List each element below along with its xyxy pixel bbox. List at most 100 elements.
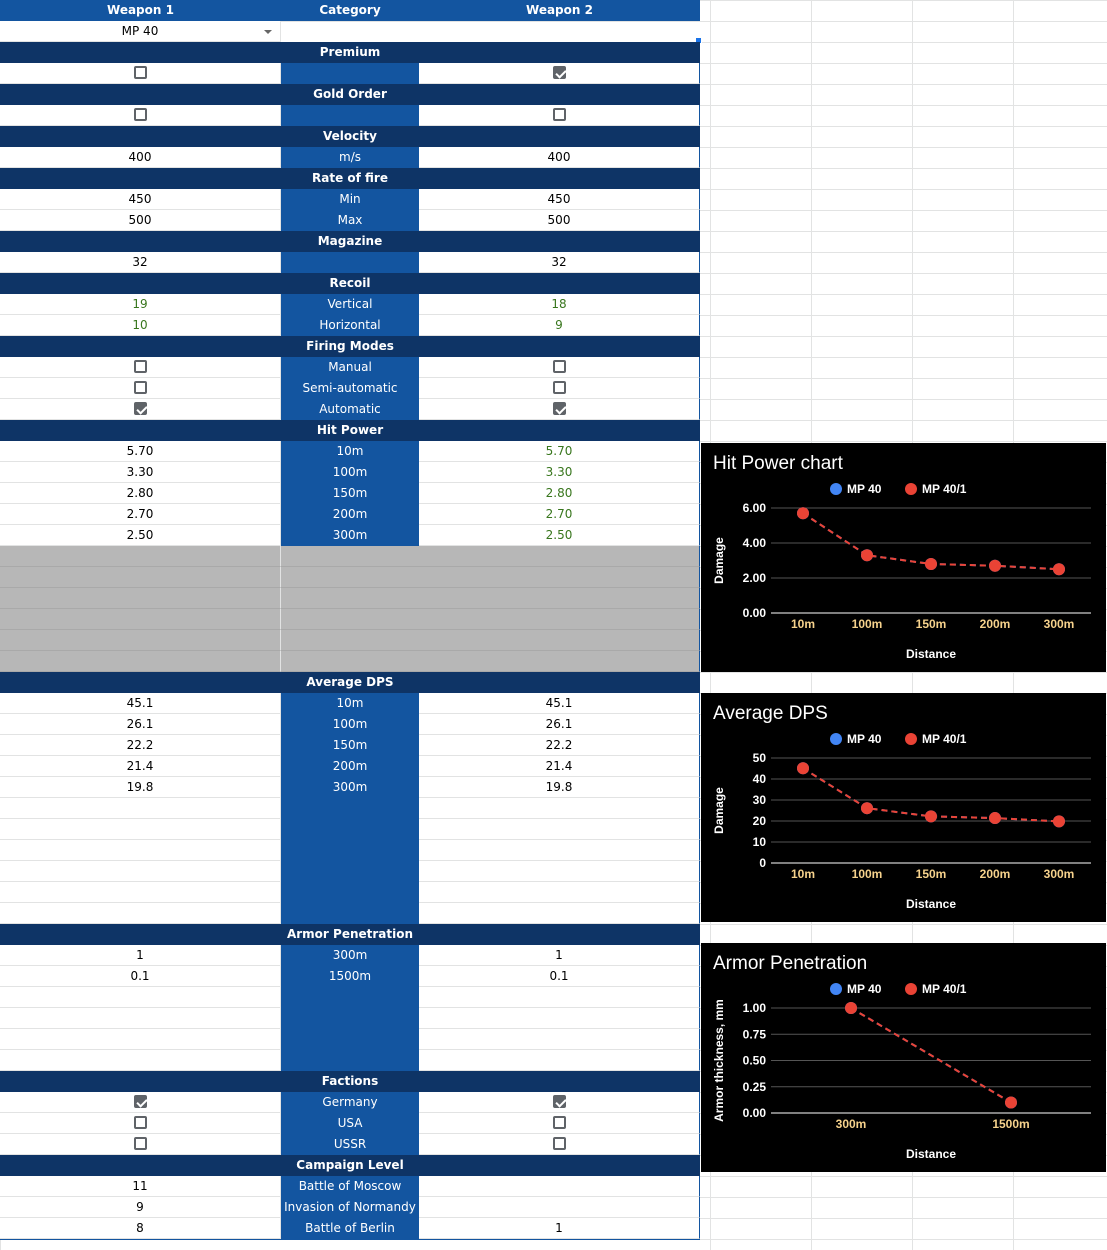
x-tick-label: 100m xyxy=(852,867,883,881)
category-label-cell: Invasion of Normandy xyxy=(281,1197,419,1218)
weapon2-cell: 3.30 xyxy=(419,462,700,483)
section-header: Recoil xyxy=(0,273,700,294)
weapon2-cell: 0.1 xyxy=(419,966,700,987)
category-label-cell: USSR xyxy=(281,1134,419,1155)
y-tick-label: 0.50 xyxy=(743,1054,767,1068)
category-label-cell xyxy=(281,63,419,84)
weapon2-checkbox[interactable] xyxy=(552,1137,566,1150)
sheet-row: Recoil xyxy=(0,273,700,294)
category-label-cell xyxy=(281,651,419,672)
weapon1-cell: 26.1 xyxy=(0,714,281,735)
sheet-row: 2.70 200m 2.70 xyxy=(0,504,700,525)
sheet-row: 450 Min 450 xyxy=(0,189,700,210)
sheet-row: Velocity xyxy=(0,126,700,147)
legend-marker xyxy=(830,733,842,745)
data-point xyxy=(861,802,873,815)
weapon1-checkbox[interactable] xyxy=(133,381,147,394)
legend-marker xyxy=(905,983,917,995)
y-axis-label: Armor thickness, mm xyxy=(712,999,726,1122)
x-tick-label: 300m xyxy=(1044,617,1075,631)
weapon2-cell: 32 xyxy=(419,252,700,273)
weapon2-cell: 5.70 xyxy=(419,441,700,462)
chevron-down-icon[interactable] xyxy=(264,30,272,34)
y-tick-label: 0.00 xyxy=(743,1106,767,1120)
weapon2-cell: 400 xyxy=(419,147,700,168)
y-tick-label: 0.75 xyxy=(743,1027,767,1041)
weapon2-cell: 450 xyxy=(419,189,700,210)
sheet-row: 26.1 100m 26.1 xyxy=(0,714,700,735)
legend-marker xyxy=(905,733,917,745)
sheet-row: 9 Invasion of Normandy xyxy=(0,1197,700,1218)
weapon2-checkbox[interactable] xyxy=(552,381,566,394)
weapon2-cell xyxy=(419,378,700,399)
category-label-cell: Min xyxy=(281,189,419,210)
weapon1-checkbox[interactable] xyxy=(133,1095,147,1108)
weapon1-cell xyxy=(0,1134,281,1155)
sheet-row: Semi-automatic xyxy=(0,378,700,399)
weapon2-checkbox[interactable] xyxy=(552,108,566,121)
weapon1-checkbox[interactable] xyxy=(133,1116,147,1129)
weapon1-checkbox[interactable] xyxy=(133,402,147,415)
category-label-cell: 300m xyxy=(281,525,419,546)
y-tick-label: 0.25 xyxy=(743,1080,767,1094)
sheet-row xyxy=(0,630,700,651)
x-tick-label: 300m xyxy=(836,1117,867,1131)
weapon1-dropdown[interactable]: MP 40 xyxy=(0,21,281,42)
x-tick-label: 300m xyxy=(1044,867,1075,881)
weapon1-cell xyxy=(0,882,281,903)
weapon2-cell xyxy=(419,1134,700,1155)
weapon2-cell: 1 xyxy=(419,1218,700,1239)
sheet-row: 32 32 xyxy=(0,252,700,273)
category-label-cell xyxy=(281,798,419,819)
weapon1-checkbox[interactable] xyxy=(133,66,147,79)
weapon1-cell: 5.70 xyxy=(0,441,281,462)
category-label-cell xyxy=(281,861,419,882)
weapon1-cell: 19.8 xyxy=(0,777,281,798)
weapon1-checkbox[interactable] xyxy=(133,108,147,121)
sheet-row: Premium xyxy=(0,42,700,63)
weapon2-checkbox[interactable] xyxy=(552,66,566,79)
sheet-row xyxy=(0,651,700,672)
category-label-cell: USA xyxy=(281,1113,419,1134)
sheet-row: Factions xyxy=(0,1071,700,1092)
weapon2-checkbox[interactable] xyxy=(552,1095,566,1108)
chart-title: Average DPS xyxy=(713,703,828,724)
weapon1-cell: 9 xyxy=(0,1197,281,1218)
category-header: Category xyxy=(319,3,381,17)
weapon2-checkbox[interactable] xyxy=(552,1116,566,1129)
weapon1-cell: 500 xyxy=(0,210,281,231)
sheet-row: 500 Max 500 xyxy=(0,210,700,231)
weapon1-cell xyxy=(0,378,281,399)
section-header: Gold Order xyxy=(0,84,700,105)
section-header: Velocity xyxy=(0,126,700,147)
weapon2-cell xyxy=(419,882,700,903)
weapon1-cell xyxy=(0,588,281,609)
category-label-cell: 200m xyxy=(281,756,419,777)
x-axis-label: Distance xyxy=(906,897,956,911)
data-point xyxy=(797,507,809,520)
weapon2-cell xyxy=(419,105,700,126)
weapon2-checkbox[interactable] xyxy=(552,402,566,415)
section-header: Firing Modes xyxy=(0,336,700,357)
y-tick-label: 30 xyxy=(753,793,767,807)
weapon1-cell xyxy=(0,651,281,672)
category-label-cell: Horizontal xyxy=(281,315,419,336)
weapon1-checkbox[interactable] xyxy=(133,360,147,373)
armor-penetration-chart-plot: MP 40 MP 40/1 0.00 0.25 0.50 0.75 1.00 300m 1500… xyxy=(712,982,1091,1161)
category-label-cell: m/s xyxy=(281,147,419,168)
weapon1-cell xyxy=(0,63,281,84)
weapon2-cell xyxy=(419,1092,700,1113)
weapon2-cell xyxy=(419,1008,700,1029)
weapon1-cell xyxy=(0,567,281,588)
sheet-row: 3.30 100m 3.30 xyxy=(0,462,700,483)
section-header: Premium xyxy=(0,42,700,63)
weapon2-cell xyxy=(419,819,700,840)
weapon1-cell xyxy=(0,609,281,630)
weapon2-cell xyxy=(419,609,700,630)
weapon2-checkbox[interactable] xyxy=(552,360,566,373)
weapon1-cell: 2.80 xyxy=(0,483,281,504)
category-label-cell xyxy=(281,567,419,588)
category-label-cell xyxy=(281,588,419,609)
weapon1-checkbox[interactable] xyxy=(133,1137,147,1150)
weapon2-cell xyxy=(419,1113,700,1134)
